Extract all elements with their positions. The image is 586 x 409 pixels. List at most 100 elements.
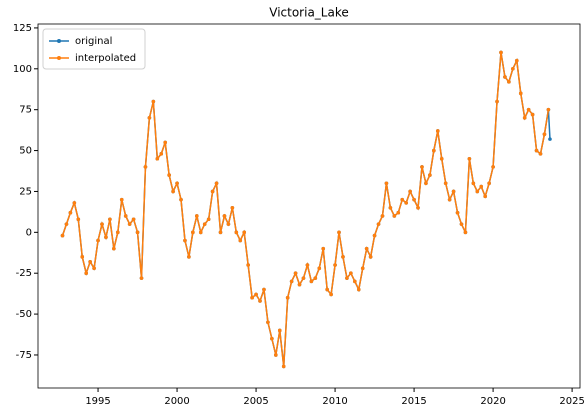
point: [396, 210, 401, 215]
point: [250, 295, 254, 300]
point: [258, 299, 262, 303]
point: [131, 217, 136, 222]
point: [420, 165, 424, 169]
point: [151, 99, 156, 104]
point: [104, 235, 108, 240]
point: [337, 230, 341, 235]
point: [408, 189, 412, 194]
point: [538, 152, 543, 156]
legend-label: interpolated: [75, 53, 136, 64]
point: [392, 214, 397, 218]
point: [92, 266, 96, 271]
point: [143, 165, 148, 169]
point: [364, 246, 369, 251]
point: [230, 205, 235, 210]
x-tick-label: 2015: [401, 396, 426, 407]
point: [246, 263, 250, 267]
point: [518, 91, 523, 96]
point: [167, 173, 171, 177]
x-tick-label: 2005: [243, 396, 268, 407]
point: [428, 173, 432, 177]
point: [475, 189, 480, 194]
point: [353, 279, 357, 284]
point: [262, 287, 266, 292]
point: [115, 230, 120, 235]
point: [60, 233, 65, 238]
x-tick-label: 2020: [480, 396, 505, 407]
point: [356, 287, 361, 292]
point: [546, 107, 551, 112]
point: [349, 271, 353, 276]
point: [191, 230, 195, 235]
point: [542, 132, 547, 137]
point: [123, 214, 128, 218]
point: [195, 214, 199, 218]
point: [514, 58, 519, 63]
y-tick-label: -25: [16, 268, 32, 279]
legend-marker: [57, 39, 61, 43]
point: [491, 165, 495, 169]
legend-marker: [57, 56, 61, 60]
point: [226, 222, 231, 226]
point: [119, 197, 124, 202]
point: [274, 353, 278, 357]
point: [108, 217, 112, 222]
point: [277, 328, 282, 333]
point: [467, 156, 472, 161]
point: [202, 222, 207, 226]
point: [317, 266, 322, 271]
point: [455, 210, 460, 215]
point: [511, 67, 515, 71]
point: [388, 205, 393, 210]
point: [155, 156, 160, 161]
y-tick-label: 25: [19, 186, 32, 197]
point: [380, 214, 385, 218]
point: [254, 292, 258, 297]
point: [329, 292, 333, 297]
point: [242, 230, 247, 235]
point: [341, 255, 345, 259]
point: [416, 205, 420, 210]
point: [435, 129, 440, 133]
point: [479, 184, 484, 189]
point: [459, 222, 464, 226]
y-tick-label: 0: [26, 227, 32, 238]
point: [139, 276, 144, 280]
point: [64, 222, 69, 226]
point: [214, 181, 219, 186]
point: [313, 276, 318, 280]
point: [159, 152, 164, 156]
point: [238, 238, 243, 243]
point: [424, 181, 428, 186]
x-tick-label: 2000: [164, 396, 189, 407]
point: [187, 255, 191, 259]
point: [289, 279, 294, 284]
y-tick-label: -75: [16, 350, 32, 361]
chart-title: Victoria_Lake: [269, 6, 349, 20]
point: [548, 137, 552, 141]
point: [321, 246, 326, 251]
point: [84, 271, 88, 276]
point: [483, 194, 487, 199]
line: [61, 52, 551, 367]
point: [463, 230, 468, 235]
point: [218, 230, 223, 235]
point: [210, 189, 215, 194]
point: [72, 201, 77, 205]
point: [222, 214, 227, 218]
point: [432, 148, 436, 153]
point: [285, 295, 290, 300]
point: [360, 266, 365, 271]
point: [175, 181, 179, 186]
point: [198, 230, 203, 235]
point: [96, 238, 100, 243]
x-tick-label: 2025: [559, 396, 584, 407]
point: [68, 210, 73, 215]
point: [147, 116, 152, 120]
point: [495, 99, 499, 104]
point: [376, 222, 381, 226]
y-tick-label: 50: [19, 146, 32, 157]
point: [171, 189, 175, 194]
point: [88, 259, 92, 264]
point: [499, 50, 503, 55]
